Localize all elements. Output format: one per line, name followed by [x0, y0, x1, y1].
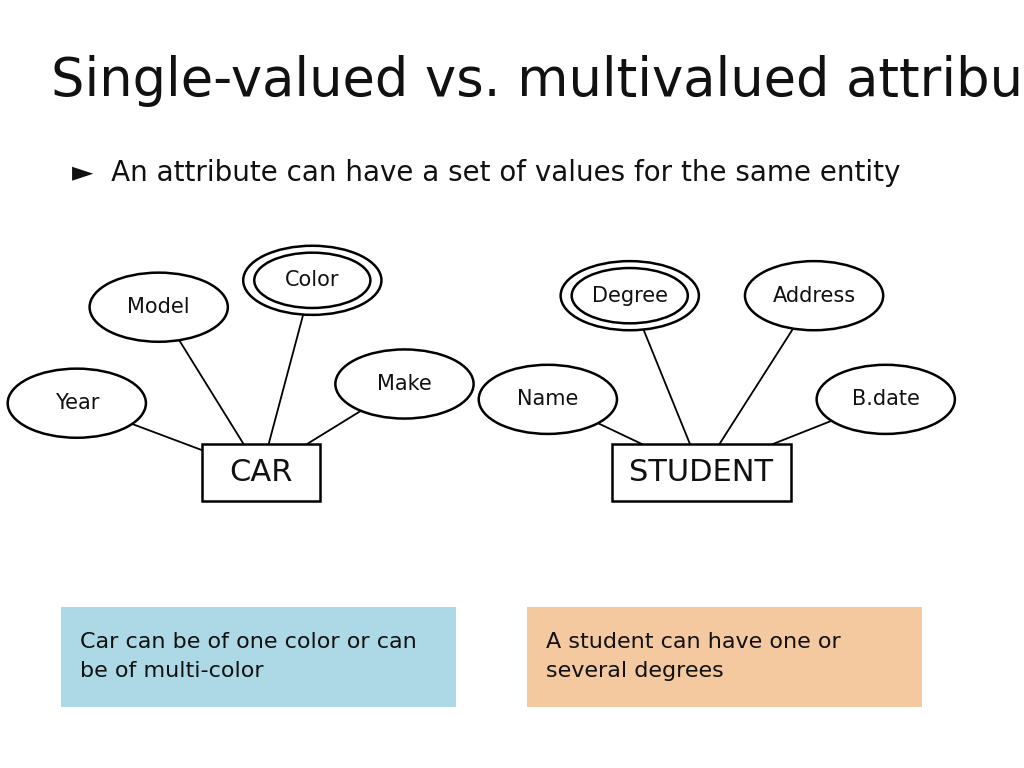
Text: A student can have one or
several degrees: A student can have one or several degree… — [546, 632, 841, 681]
Ellipse shape — [817, 365, 955, 434]
Ellipse shape — [561, 261, 699, 330]
FancyBboxPatch shape — [61, 607, 456, 707]
FancyBboxPatch shape — [612, 444, 791, 502]
Text: Make: Make — [377, 374, 432, 394]
Ellipse shape — [7, 369, 146, 438]
Text: Year: Year — [54, 393, 99, 413]
Text: Single-valued vs. multivalued attributes: Single-valued vs. multivalued attributes — [51, 55, 1024, 107]
Ellipse shape — [479, 365, 616, 434]
Text: Car can be of one color or can
be of multi-color: Car can be of one color or can be of mul… — [80, 632, 417, 681]
Ellipse shape — [90, 273, 227, 342]
Text: Degree: Degree — [592, 286, 668, 306]
Text: STUDENT: STUDENT — [630, 458, 773, 487]
FancyBboxPatch shape — [203, 444, 319, 502]
Text: Name: Name — [517, 389, 579, 409]
Text: Model: Model — [127, 297, 190, 317]
FancyBboxPatch shape — [527, 607, 922, 707]
Text: CAR: CAR — [229, 458, 293, 487]
Text: B.date: B.date — [852, 389, 920, 409]
Text: Color: Color — [285, 270, 340, 290]
Text: ►  An attribute can have a set of values for the same entity: ► An attribute can have a set of values … — [72, 159, 900, 187]
Text: Address: Address — [772, 286, 856, 306]
Ellipse shape — [336, 349, 473, 419]
Ellipse shape — [244, 246, 381, 315]
Ellipse shape — [745, 261, 883, 330]
